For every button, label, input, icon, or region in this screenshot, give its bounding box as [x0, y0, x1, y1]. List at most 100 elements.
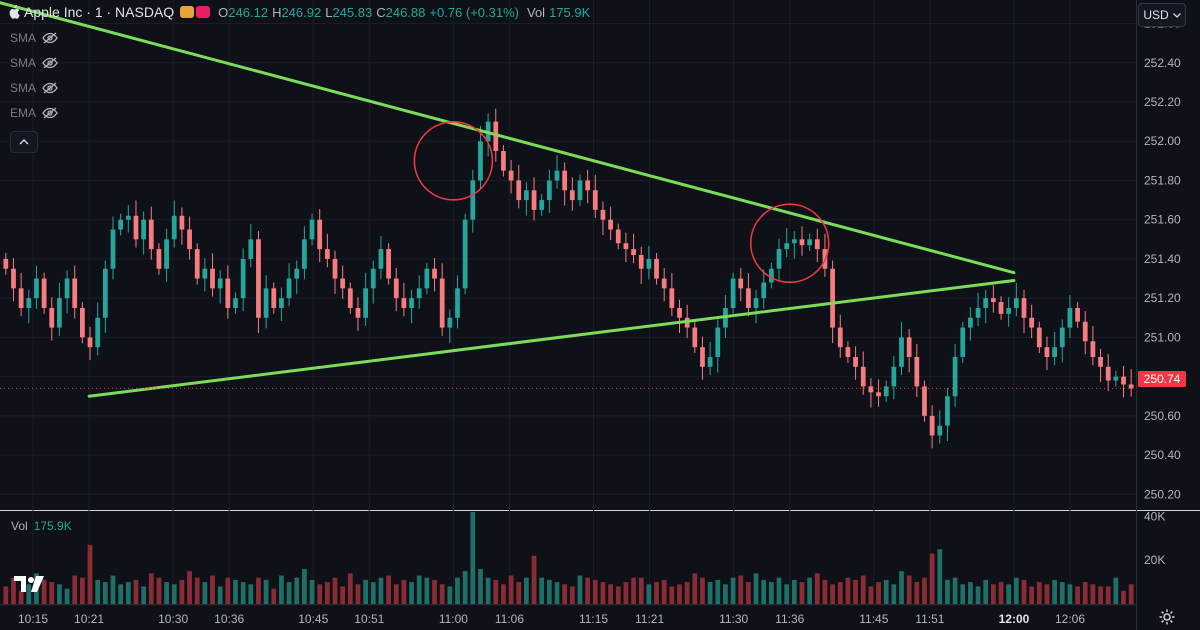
candle-body	[876, 392, 881, 397]
indicator-row-2[interactable]: SMA	[10, 56, 58, 70]
candle-body	[830, 268, 835, 328]
open-label: O	[218, 4, 229, 20]
candle-body	[929, 415, 935, 436]
close-label: C	[376, 4, 386, 20]
volume-bar	[179, 579, 185, 604]
symbol-title[interactable]: Apple Inc · 1 · NASDAQ	[24, 4, 175, 20]
volume-bar	[891, 584, 897, 604]
volume-bar	[508, 575, 514, 604]
y-tick-label: 252.20	[1144, 95, 1181, 109]
candle-body	[952, 357, 958, 397]
volume-bar	[11, 577, 16, 604]
symbol-header: Apple Inc · 1 · NASDAQ O 246.12 H 246.92 L…	[8, 4, 590, 20]
candle-body	[118, 219, 124, 230]
candle-body	[753, 298, 759, 308]
annotation-circle	[749, 203, 830, 284]
candle-body	[1006, 307, 1012, 314]
x-tick-label: 12:06	[1055, 612, 1085, 626]
volume-bar	[730, 577, 736, 604]
volume-bar	[80, 577, 85, 604]
volume-bar	[286, 582, 292, 604]
volume-bar	[868, 586, 874, 604]
volume-bar	[1013, 577, 1019, 604]
volume-bar	[914, 582, 920, 604]
candle-body	[424, 268, 430, 289]
candle-body	[516, 180, 522, 201]
market-status-badge[interactable]	[180, 6, 195, 18]
x-tick-label: 11:30	[719, 612, 748, 626]
tradingview-logo-icon[interactable]	[14, 574, 46, 594]
candle-body	[416, 288, 422, 299]
candle-body	[1075, 307, 1080, 322]
candle-body	[1098, 357, 1103, 367]
volume-bar	[669, 586, 675, 604]
volume-bar	[378, 577, 384, 604]
volume-bar	[1059, 582, 1065, 604]
eye-off-icon[interactable]	[42, 57, 58, 69]
eye-off-icon[interactable]	[42, 82, 58, 94]
candle-body	[125, 215, 131, 220]
volume-bar	[700, 577, 705, 604]
volume-bar	[983, 579, 989, 604]
candle-body	[546, 180, 552, 201]
volume-bar	[876, 582, 881, 604]
candle-body	[286, 278, 292, 299]
volume-bar	[424, 577, 430, 604]
high-value: 246.92	[281, 4, 322, 20]
candle-body	[133, 215, 139, 240]
volume-bar	[118, 584, 124, 604]
volume-bar	[87, 544, 93, 604]
candle-body	[1021, 298, 1027, 318]
currency-select[interactable]: USD	[1138, 3, 1186, 27]
candle-body	[600, 209, 606, 220]
candle-body	[899, 337, 904, 367]
eye-off-icon[interactable]	[42, 32, 58, 44]
indicator-row-3[interactable]: SMA	[10, 81, 58, 95]
candle-body	[761, 282, 767, 299]
volume-bar	[807, 577, 813, 604]
collapse-indicators-button[interactable]	[10, 131, 38, 153]
candle-body	[110, 229, 116, 269]
volume-bar	[156, 577, 162, 604]
volume-bar	[95, 579, 101, 604]
candle-body	[355, 307, 361, 318]
settings-gear-icon[interactable]	[1158, 608, 1176, 626]
y-tick-label: 251.40	[1144, 252, 1181, 266]
indicator-label: SMA	[10, 81, 37, 95]
indicator-row-1[interactable]: SMA	[10, 31, 58, 45]
indicator-row-4[interactable]: EMA	[10, 106, 58, 120]
candle-body	[401, 298, 407, 308]
candle-body	[585, 180, 591, 191]
y-tick-label: 252.40	[1144, 56, 1181, 70]
indicator-label: EMA	[10, 106, 37, 120]
volume-bar	[1052, 579, 1057, 604]
candle-body	[638, 255, 644, 269]
volume-bar	[631, 577, 636, 604]
candle-body	[1013, 298, 1019, 308]
candle-body	[493, 121, 499, 152]
volume-bar	[1067, 584, 1073, 604]
volume-bar	[347, 573, 353, 604]
candle-body	[700, 347, 705, 367]
volume-bar	[822, 579, 828, 604]
candle-body	[1128, 384, 1134, 389]
eye-off-icon[interactable]	[42, 107, 58, 119]
last-price-tag: 250.74	[1138, 371, 1186, 387]
x-tick-label: 10:15	[18, 612, 48, 626]
volume-bar	[26, 584, 32, 604]
data-delay-badge[interactable]	[196, 6, 211, 18]
volume-bar	[248, 584, 254, 604]
volume-bar	[615, 586, 621, 604]
volume-bar	[393, 584, 399, 604]
candle-body	[776, 249, 782, 269]
volume-bar	[1113, 577, 1119, 604]
candle-body	[677, 307, 682, 318]
chevron-down-icon	[1172, 12, 1181, 18]
x-tick-label: 11:06	[495, 612, 524, 626]
volume-bar	[516, 582, 522, 604]
volume-bar	[677, 584, 682, 604]
apple-logo-icon	[9, 5, 20, 19]
volume-bar	[187, 571, 192, 604]
volume-bar	[401, 579, 407, 604]
